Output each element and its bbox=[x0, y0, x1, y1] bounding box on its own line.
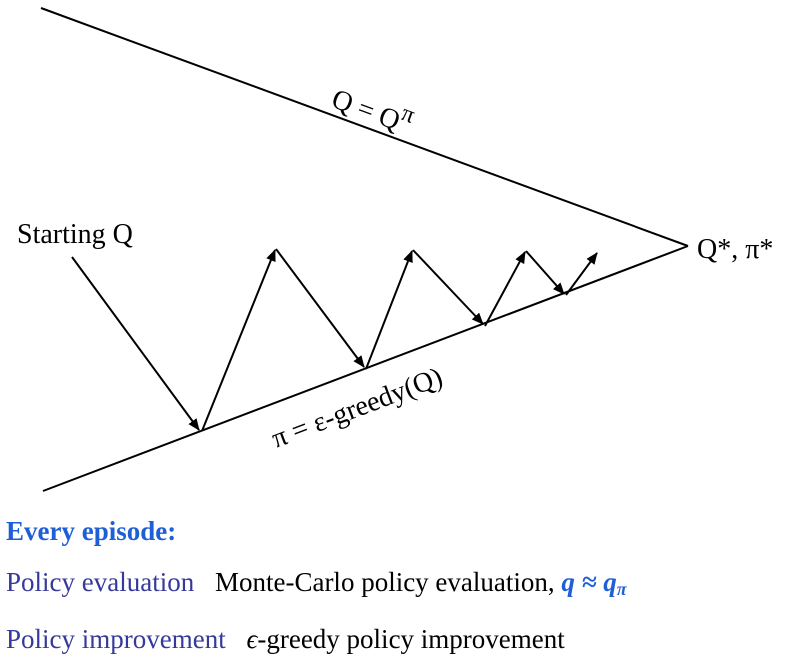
legend-row-policy-evaluation: Policy evaluation Monte-Carlo policy eva… bbox=[6, 567, 627, 599]
arrow-eval-3 bbox=[525, 250, 565, 295]
policy-evaluation-term: Policy evaluation bbox=[6, 567, 195, 597]
arrow-improve-3 bbox=[484, 251, 526, 327]
policy-improvement-term: Policy improvement bbox=[6, 624, 226, 654]
epsilon-symbol: ϵ bbox=[246, 624, 258, 654]
legend-row-policy-improvement: Policy improvement ϵ-greedy policy impro… bbox=[6, 626, 565, 653]
upper-line-label: Q = Qπ bbox=[328, 76, 419, 141]
policy-evaluation-description: Monte-Carlo policy evaluation, bbox=[214, 567, 555, 597]
legend-heading: Every episode: bbox=[6, 516, 177, 546]
arrow-start bbox=[71, 256, 200, 431]
iteration-arrows bbox=[71, 248, 598, 432]
upper-line-label-sup: π bbox=[398, 100, 418, 129]
arrow-improve-2 bbox=[365, 250, 413, 370]
start-label: Starting Q bbox=[17, 219, 133, 250]
gpi-convergence-diagram: Q = Qπ π = ε-greedy(Q) Starting Q Q*, π* bbox=[17, 7, 773, 492]
arrow-improve-4 bbox=[565, 252, 598, 296]
arrow-eval-1 bbox=[275, 248, 365, 368]
q-approx-formula: q ≈ qπ bbox=[561, 567, 627, 599]
arrow-improve-1 bbox=[201, 249, 276, 432]
end-label: Q*, π* bbox=[697, 234, 773, 265]
arrow-eval-2 bbox=[412, 249, 484, 325]
lower-line-label: π = ε-greedy(Q) bbox=[267, 362, 446, 455]
upper-boundary-line bbox=[40, 7, 689, 247]
policy-improvement-description: -greedy policy improvement bbox=[257, 624, 565, 654]
